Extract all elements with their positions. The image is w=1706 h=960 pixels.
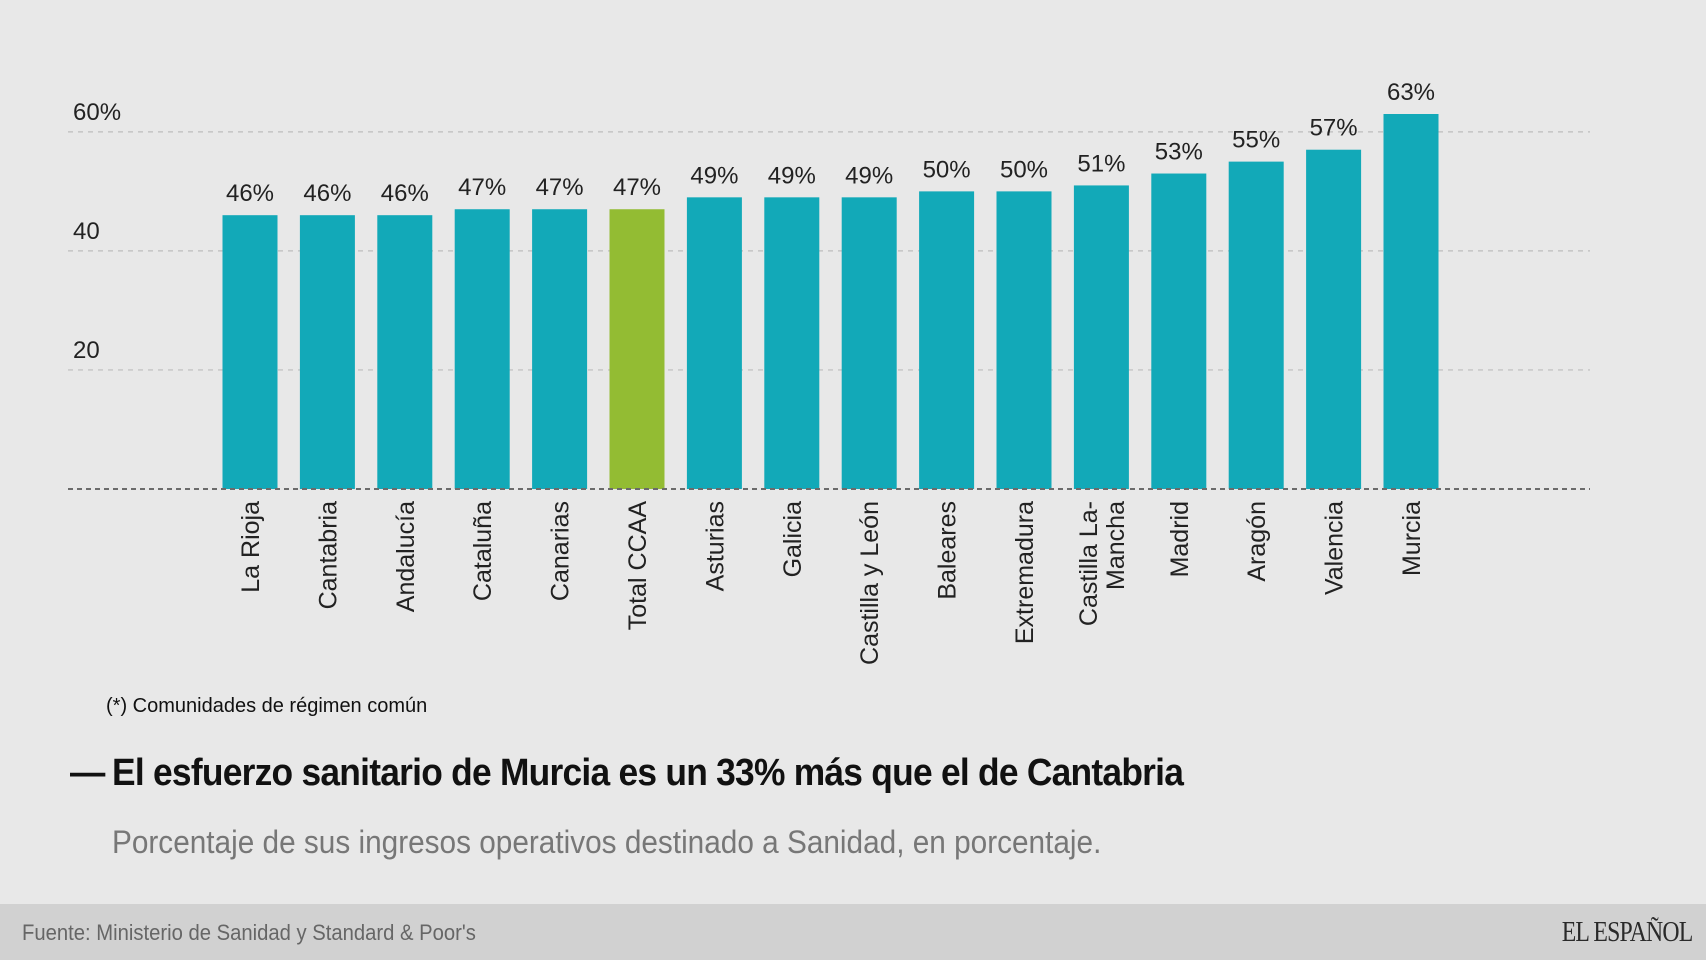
value-label: 46% <box>226 180 274 207</box>
bar <box>377 215 433 489</box>
y-tick-label-20: 20 <box>73 337 100 364</box>
headline-text: El esfuerzo sanitario de Murcia es un 33… <box>112 752 1184 794</box>
x-tick-label: Castilla La- Mancha <box>1075 501 1130 626</box>
bar <box>532 209 588 489</box>
source-credit: Fuente: Ministerio de Sanidad y Standard… <box>22 920 476 945</box>
value-label: 47% <box>458 174 506 201</box>
x-tick-label-line: Murcia <box>1398 501 1426 576</box>
bar <box>1073 185 1129 489</box>
x-tick-label: Castilla y León <box>856 501 884 665</box>
x-tick-label-line: Baleares <box>934 501 962 600</box>
bar <box>454 209 510 489</box>
bar <box>841 197 897 490</box>
x-tick-label: Asturias <box>701 501 729 591</box>
y-axis-ticks: 20 40 60% <box>73 99 121 364</box>
x-tick-label-line: Mancha <box>1102 501 1130 590</box>
x-tick-label-line: Andalucía <box>392 501 420 612</box>
value-label: 55% <box>1232 127 1280 154</box>
value-label: 49% <box>845 162 893 189</box>
x-tick-label: La Rioja <box>237 501 265 593</box>
value-label: 49% <box>768 162 816 189</box>
gridlines <box>68 131 1590 371</box>
x-tick-label-line: La Rioja <box>237 501 265 593</box>
x-tick-label-line: Canarias <box>547 501 575 601</box>
x-tick-label: Extremadura <box>1011 501 1039 644</box>
value-label: 51% <box>1077 150 1125 177</box>
value-label: 57% <box>1310 115 1358 142</box>
chart-headline: — El esfuerzo sanitario de Murcia es un 3… <box>70 752 1184 795</box>
x-tick-label-line: Castilla La- <box>1075 501 1103 626</box>
x-tick-label-line: Castilla y León <box>856 501 884 665</box>
bar <box>686 197 742 490</box>
bar <box>1383 114 1439 489</box>
footnote: (*) Comunidades de régimen común <box>106 695 428 717</box>
value-labels: 46% 46% 46% 47% 47% 47% 49% 49% 49% 50% 50% 51% 53% 5… <box>226 79 1435 207</box>
x-tick-label-line: Cataluña <box>469 501 497 601</box>
x-axis-labels: La Rioja Cantabria Andalucía Cataluña Canari… <box>237 501 1426 665</box>
value-label: 47% <box>613 174 661 201</box>
footer-bar: Fuente: Ministerio de Sanidad y Standard… <box>0 904 1706 960</box>
x-tick-label-line: Total CCAA <box>624 501 652 631</box>
bar-chart: 20 40 60% 46% 46% 46% 47% 47% 47% 49% 49% 49% 50% 50… <box>68 79 1590 665</box>
y-tick-label-40: 40 <box>73 218 100 245</box>
brand-logo: EL ESPAÑOL <box>1561 916 1693 948</box>
value-label: 46% <box>303 180 351 207</box>
bar <box>299 215 355 489</box>
x-tick-label: Total CCAA <box>624 501 652 631</box>
x-tick-label: Aragón <box>1243 501 1271 582</box>
bar <box>609 209 665 489</box>
x-tick-label-line: Cantabria <box>314 501 342 609</box>
chart-subtitle: Porcentaje de sus ingresos operativos de… <box>112 824 1102 860</box>
x-tick-label: Cataluña <box>469 501 497 601</box>
x-tick-label-line: Galicia <box>779 501 807 578</box>
x-tick-label: Valencia <box>1321 501 1349 595</box>
bar <box>1306 149 1362 489</box>
bar <box>1151 173 1207 489</box>
x-tick-label-line: Asturias <box>701 501 729 591</box>
x-tick-label: Cantabria <box>314 501 342 609</box>
headline-dash: — <box>70 752 105 794</box>
value-label: 53% <box>1155 139 1203 166</box>
x-tick-label: Murcia <box>1398 501 1426 576</box>
x-tick-label: Baleares <box>934 501 962 600</box>
bar <box>919 191 975 489</box>
x-tick-label: Galicia <box>779 501 807 578</box>
value-label: 49% <box>690 162 738 189</box>
x-tick-label: Canarias <box>547 501 575 601</box>
x-tick-label-line: Extremadura <box>1011 501 1039 644</box>
x-tick-label: Madrid <box>1166 501 1194 577</box>
x-tick-label-line: Valencia <box>1321 501 1349 595</box>
x-tick-label: Andalucía <box>392 501 420 612</box>
value-label: 50% <box>1000 156 1048 183</box>
x-tick-label-line: Madrid <box>1166 501 1194 577</box>
value-label: 63% <box>1387 79 1435 106</box>
value-label: 47% <box>536 174 584 201</box>
bar <box>764 197 820 490</box>
bar <box>996 191 1052 489</box>
value-label: 46% <box>381 180 429 207</box>
y-tick-label-60: 60% <box>73 99 121 126</box>
bars <box>222 114 1439 490</box>
value-label: 50% <box>923 156 971 183</box>
bar <box>1228 161 1284 489</box>
bar <box>222 215 278 489</box>
x-tick-label-line: Aragón <box>1243 501 1271 582</box>
